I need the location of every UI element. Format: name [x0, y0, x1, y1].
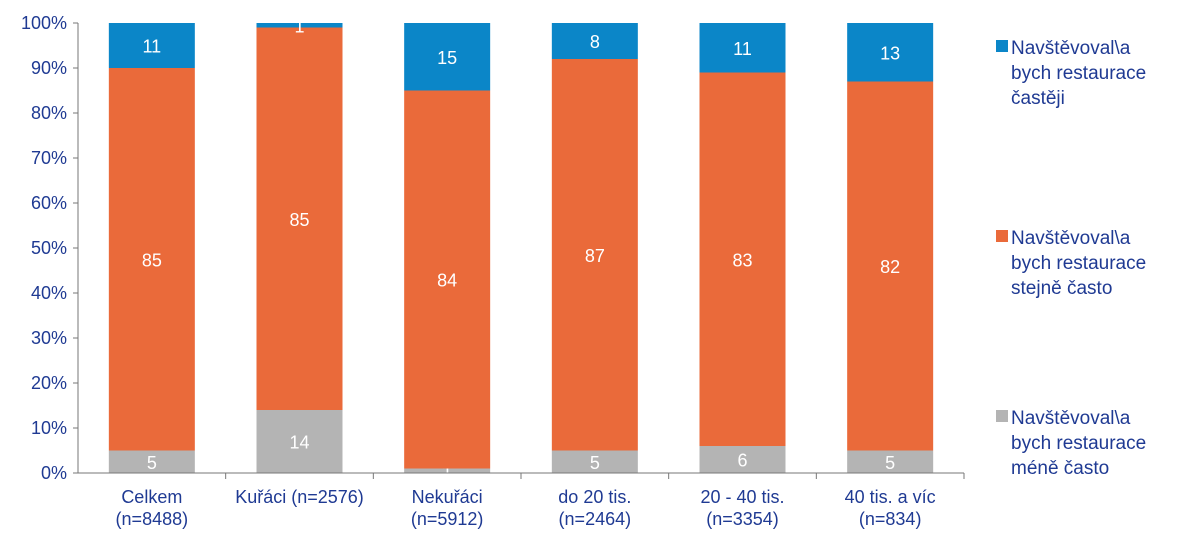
legend-label: Navštěvoval\a: [1011, 38, 1131, 59]
bar-segment: [551, 450, 638, 473]
y-tick-label: 20%: [31, 373, 67, 393]
bar-segment: [108, 68, 195, 451]
bar-segment: [699, 72, 786, 446]
y-tick-label: 50%: [31, 238, 67, 258]
data-label: 85: [289, 210, 309, 230]
x-tick-label: Celkem: [121, 487, 182, 507]
data-label: 87: [585, 246, 605, 266]
y-axis: 0% 10% 20% 30% 40% 50% 60% 70% 80% 90% 100%: [21, 13, 79, 483]
bar-segment: [256, 23, 343, 28]
x-axis: Celkem(n=8488)Kuřáci (n=2576) Nekuřáci(n=…: [78, 472, 965, 529]
data-label: 8: [590, 32, 600, 52]
legend-swatch: [996, 410, 1008, 422]
bar-segment: [256, 410, 343, 473]
legend-label: Navštěvoval\a: [1011, 408, 1131, 429]
bar-segment: [551, 23, 638, 59]
data-label: 5: [590, 453, 600, 473]
y-tick-label: 100%: [21, 13, 67, 33]
data-label: 83: [732, 250, 752, 270]
bar-segment: [847, 81, 934, 451]
y-tick-label: 0%: [41, 463, 67, 483]
x-tick-label: 40 tis. a víc: [845, 487, 936, 507]
legend-swatch: [996, 230, 1008, 242]
bar-segment: [404, 23, 491, 91]
bar-segment: [551, 59, 638, 451]
legend-label: častěji: [1011, 88, 1065, 109]
bar-segment: [847, 23, 934, 82]
data-label: 11: [733, 39, 752, 59]
y-tick-label: 70%: [31, 148, 67, 168]
x-tick-label: do 20 tis.: [558, 487, 631, 507]
x-tick-label: 20 - 40 tis.: [700, 487, 784, 507]
legend-label: bych restaurace: [1011, 433, 1146, 454]
legend-swatch: [996, 40, 1008, 52]
x-tick-label: (n=5912): [411, 509, 484, 529]
bar-segment: [699, 23, 786, 73]
x-tick-label: Kuřáci (n=2576): [235, 487, 364, 507]
bar-segment: [404, 90, 491, 469]
legend-label: bych restaurace: [1011, 63, 1146, 84]
data-label: 1: [294, 16, 304, 36]
data-label: 15: [437, 48, 457, 68]
x-tick-label: (n=2464): [559, 509, 632, 529]
data-label: 11: [142, 37, 161, 57]
y-tick-label: 90%: [31, 58, 67, 78]
bar-segment: [847, 450, 934, 473]
y-tick-label: 10%: [31, 418, 67, 438]
x-tick-label: (n=3354): [706, 509, 779, 529]
y-tick-label: 30%: [31, 328, 67, 348]
bar-segment: [108, 23, 195, 68]
legend: Navštěvoval\a bych restaurace častěji Navšt…: [996, 38, 1146, 479]
bar-segment: [699, 446, 786, 473]
bar-segment: [108, 450, 195, 473]
data-label: 82: [880, 257, 900, 277]
data-label: 85: [142, 250, 162, 270]
y-tick-label: 80%: [31, 103, 67, 123]
x-tick-label: Nekuřáci: [412, 487, 483, 507]
legend-label: Navštěvoval\a: [1011, 228, 1131, 249]
data-label: 84: [437, 271, 457, 291]
y-tick-label: 40%: [31, 283, 67, 303]
bar-segment: [404, 468, 491, 473]
data-label: 5: [147, 453, 157, 473]
data-label: 5: [885, 453, 895, 473]
legend-label: méně často: [1011, 458, 1109, 479]
bar-segment: [256, 27, 343, 410]
x-tick-label: (n=8488): [116, 509, 189, 529]
data-label: 14: [289, 433, 309, 453]
legend-label: bych restaurace: [1011, 253, 1146, 274]
y-tick-label: 60%: [31, 193, 67, 213]
data-label: 6: [737, 451, 747, 471]
x-tick-label: (n=834): [859, 509, 922, 529]
legend-label: stejně často: [1011, 278, 1112, 299]
data-label: 1: [442, 462, 452, 482]
data-label: 13: [880, 43, 900, 63]
